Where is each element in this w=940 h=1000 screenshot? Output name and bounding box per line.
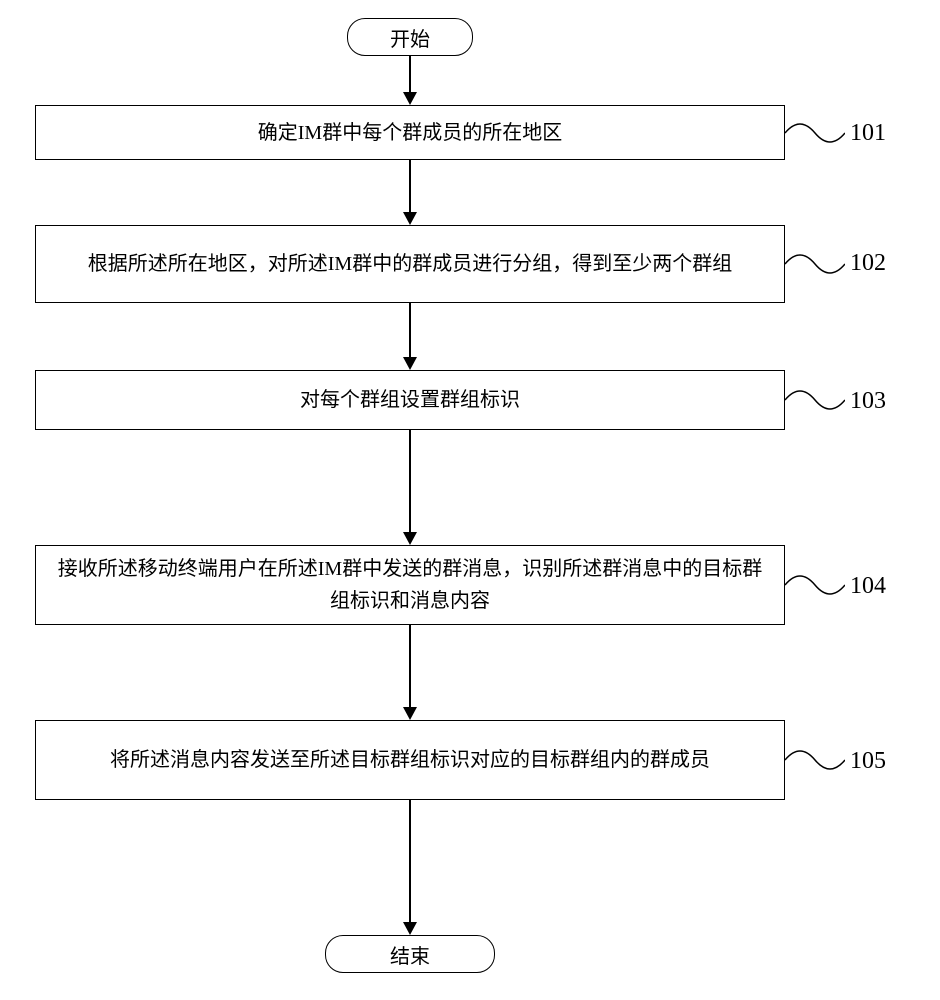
- end-terminal: 结束: [325, 935, 495, 973]
- process-text: 对每个群组设置群组标识: [300, 384, 520, 416]
- arrow-head: [403, 532, 417, 545]
- end-label: 结束: [390, 940, 430, 969]
- process-text: 接收所述移动终端用户在所述IM群中发送的群消息，识别所述群消息中的目标群组标识和…: [48, 553, 772, 617]
- arrow-head: [403, 707, 417, 720]
- process-box-101: 确定IM群中每个群成员的所在地区: [35, 105, 785, 160]
- step-label-105: 105: [850, 748, 886, 775]
- step-label-102: 102: [850, 250, 886, 277]
- arrow-line: [409, 800, 411, 922]
- connector-curve: [785, 380, 845, 420]
- arrow-head: [403, 922, 417, 935]
- arrow-line: [409, 430, 411, 532]
- process-text: 将所述消息内容发送至所述目标群组标识对应的目标群组内的群成员: [110, 744, 710, 776]
- step-label-103: 103: [850, 388, 886, 415]
- process-box-105: 将所述消息内容发送至所述目标群组标识对应的目标群组内的群成员: [35, 720, 785, 800]
- connector-curve: [785, 565, 845, 605]
- connector-curve: [785, 244, 845, 284]
- step-label-104: 104: [850, 573, 886, 600]
- process-text: 根据所述所在地区，对所述IM群中的群成员进行分组，得到至少两个群组: [88, 248, 732, 280]
- arrow-line: [409, 160, 411, 212]
- step-label-101: 101: [850, 120, 886, 147]
- arrow-head: [403, 357, 417, 370]
- process-box-102: 根据所述所在地区，对所述IM群中的群成员进行分组，得到至少两个群组: [35, 225, 785, 303]
- process-box-104: 接收所述移动终端用户在所述IM群中发送的群消息，识别所述群消息中的目标群组标识和…: [35, 545, 785, 625]
- connector-curve: [785, 113, 845, 153]
- start-label: 开始: [390, 23, 430, 52]
- process-box-103: 对每个群组设置群组标识: [35, 370, 785, 430]
- connector-curve: [785, 740, 845, 780]
- arrow-line: [409, 625, 411, 707]
- arrow-head: [403, 92, 417, 105]
- arrow-line: [409, 56, 411, 92]
- flowchart-container: 开始 确定IM群中每个群成员的所在地区 101 根据所述所在地区，对所述IM群中…: [0, 0, 940, 1000]
- arrow-head: [403, 212, 417, 225]
- arrow-line: [409, 303, 411, 357]
- start-terminal: 开始: [347, 18, 473, 56]
- process-text: 确定IM群中每个群成员的所在地区: [258, 117, 562, 149]
